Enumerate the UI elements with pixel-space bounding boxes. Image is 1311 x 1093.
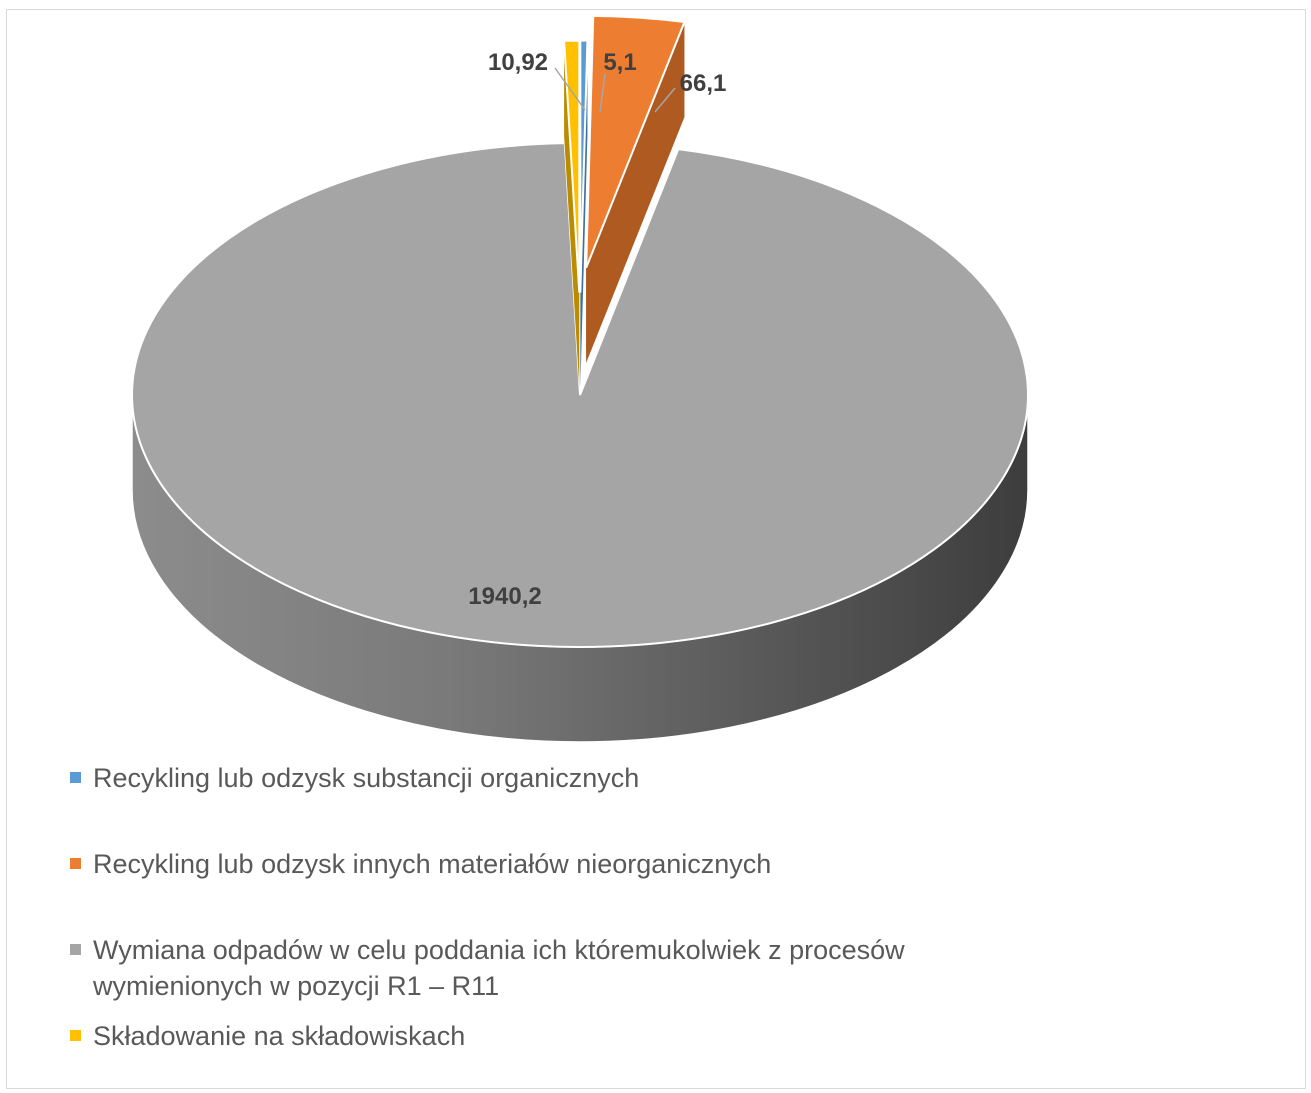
- pie-slice-organic: [579, 39, 589, 388]
- leader-line-landfill: [554, 67, 586, 111]
- pie-chart: 5,1 66,1 1940,2 10,92: [131, 14, 1029, 743]
- legend-swatch-organic: [70, 772, 81, 783]
- legend-item-inorganic: Recykling lub odzysk innych materiałów n…: [70, 846, 771, 882]
- legend-label-exchange: Wymiana odpadów w celu poddania ich któr…: [93, 935, 905, 1001]
- data-label-exchange: 1940,2: [468, 583, 541, 610]
- legend-swatch-landfill: [70, 1030, 81, 1041]
- legend-item-landfill: Składowanie na składowiskach: [70, 1018, 465, 1054]
- data-label-landfill: 10,92: [488, 49, 548, 76]
- legend-swatch-exchange: [70, 944, 81, 955]
- pie-slice-landfill: [563, 39, 581, 388]
- leader-line-organic: [599, 73, 606, 113]
- legend-label-landfill: Składowanie na składowiskach: [93, 1021, 466, 1051]
- legend-label-organic: Recykling lub odzysk substancji organicz…: [93, 763, 640, 793]
- data-label-organic: 5,1: [603, 49, 636, 76]
- pie-slice-exchange: [131, 142, 1029, 743]
- legend-item-exchange: Wymiana odpadów w celu poddania ich któr…: [70, 932, 993, 1004]
- legend-label-inorganic: Recykling lub odzysk innych materiałów n…: [93, 849, 772, 879]
- legend-swatch-inorganic: [70, 858, 81, 869]
- data-label-inorganic: 66,1: [680, 70, 727, 97]
- leader-line-inorganic: [654, 87, 676, 113]
- legend-item-organic: Recykling lub odzysk substancji organicz…: [70, 760, 639, 796]
